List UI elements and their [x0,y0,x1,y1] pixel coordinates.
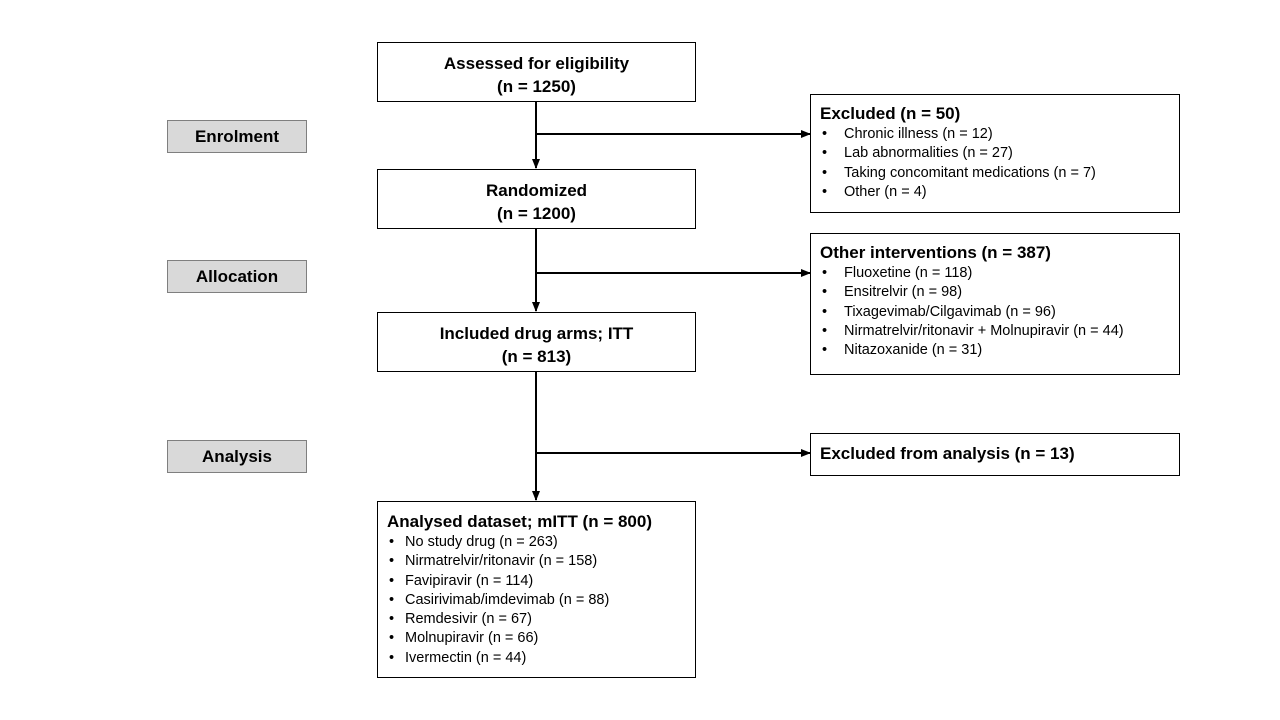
list-item: Nitazoxanide (n = 31) [820,341,1179,361]
analysed-title: Analysed dataset; mITT (n = 800) [387,512,652,531]
list-item: No study drug (n = 263) [387,533,695,553]
excluded-list: Chronic illness (n = 12) Lab abnormaliti… [820,125,1179,202]
stage-analysis: Analysis [167,440,307,473]
list-item: Ivermectin (n = 44) [387,649,695,669]
randomized-box: Randomized (n = 1200) [377,169,696,229]
excluded-title: Excluded (n = 50) [820,104,961,123]
excluded-analysis-title: Excluded from analysis (n = 13) [820,444,1075,463]
randomized-count: (n = 1200) [497,204,576,223]
list-item: Fluoxetine (n = 118) [820,264,1179,284]
included-box: Included drug arms; ITT (n = 813) [377,312,696,372]
list-item: Lab abnormalities (n = 27) [820,144,1179,164]
assessed-box: Assessed for eligibility (n = 1250) [377,42,696,102]
list-item: Tixagevimab/Cilgavimab (n = 96) [820,303,1179,323]
list-item: Molnupiravir (n = 66) [387,629,695,649]
list-item: Ensitrelvir (n = 98) [820,283,1179,303]
list-item: Remdesivir (n = 67) [387,610,695,630]
list-item: Other (n = 4) [820,183,1179,203]
list-item: Chronic illness (n = 12) [820,125,1179,145]
analysed-list: No study drug (n = 263) Nirmatrelvir/rit… [387,533,695,668]
other-interventions-box: Other interventions (n = 387) Fluoxetine… [810,233,1180,375]
excluded-analysis-box: Excluded from analysis (n = 13) [810,433,1180,476]
list-item: Casirivimab/imdevimab (n = 88) [387,591,695,611]
stage-enrolment: Enrolment [167,120,307,153]
other-interventions-title: Other interventions (n = 387) [820,243,1051,262]
analysed-box: Analysed dataset; mITT (n = 800) No stud… [377,501,696,678]
assessed-count: (n = 1250) [497,77,576,96]
list-item: Favipiravir (n = 114) [387,572,695,592]
list-item: Taking concomitant medications (n = 7) [820,164,1179,184]
list-item: Nirmatrelvir/ritonavir + Molnupiravir (n… [820,322,1179,342]
excluded-box: Excluded (n = 50) Chronic illness (n = 1… [810,94,1180,213]
included-title: Included drug arms; ITT [439,324,634,343]
included-count: (n = 813) [501,347,572,366]
list-item: Nirmatrelvir/ritonavir (n = 158) [387,552,695,572]
other-interventions-list: Fluoxetine (n = 118) Ensitrelvir (n = 98… [820,264,1179,361]
stage-allocation: Allocation [167,260,307,293]
randomized-title: Randomized [485,181,588,200]
assessed-title: Assessed for eligibility [443,54,630,73]
